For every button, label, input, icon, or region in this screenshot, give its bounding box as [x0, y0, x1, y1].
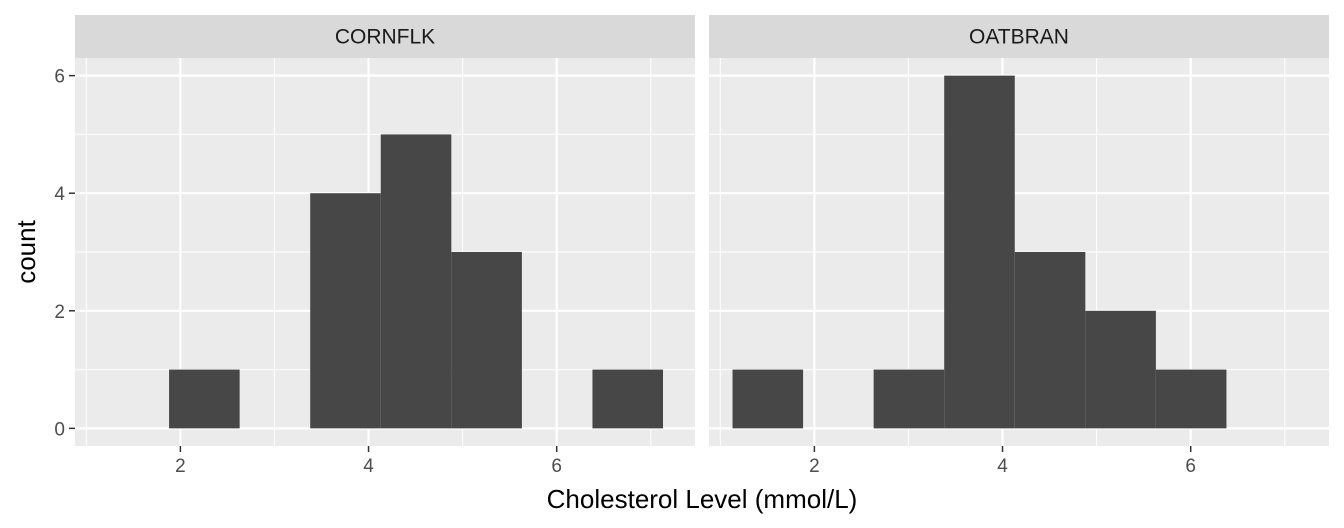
- facet-strip-label: OATBRAN: [969, 26, 1069, 49]
- histogram-bar: [310, 193, 381, 429]
- y-tick-label: 6: [54, 67, 65, 88]
- y-tick-label: 2: [54, 302, 65, 323]
- facet-panel-oatbran: OATBRAN 2 4 6: [709, 15, 1329, 477]
- y-axis-title: count: [11, 219, 41, 283]
- histogram-bar: [169, 369, 240, 429]
- histogram-bar: [592, 369, 664, 429]
- facet-panels: CORNFLK 2 4 6 0 2 4 6 OATBRAN 2 4 6: [54, 15, 1329, 477]
- histogram-bar: [732, 369, 804, 429]
- histogram-bar: [1085, 310, 1156, 429]
- histogram-bar: [380, 134, 452, 429]
- x-tick-label: 2: [809, 456, 820, 477]
- x-tick-label: 4: [997, 456, 1008, 477]
- x-tick-label: 6: [1185, 456, 1196, 477]
- facet-strip: [75, 15, 695, 58]
- histogram-bar: [1014, 252, 1086, 429]
- histogram-bar: [451, 252, 522, 429]
- x-axis-title: Cholesterol Level (mmol/L): [547, 484, 858, 514]
- y-tick-label: 0: [54, 419, 65, 440]
- x-tick-label: 2: [175, 456, 186, 477]
- y-tick-label: 4: [54, 184, 65, 205]
- histogram-bar: [873, 369, 945, 429]
- facet-panel-cornflk: CORNFLK 2 4 6 0 2 4 6: [54, 15, 695, 477]
- x-tick-label: 4: [363, 456, 374, 477]
- facet-strip-label: CORNFLK: [335, 26, 435, 49]
- histogram-bar: [944, 75, 1015, 429]
- x-tick-label: 6: [551, 456, 562, 477]
- facet-strip: [709, 15, 1329, 58]
- histogram-bar: [1155, 369, 1227, 429]
